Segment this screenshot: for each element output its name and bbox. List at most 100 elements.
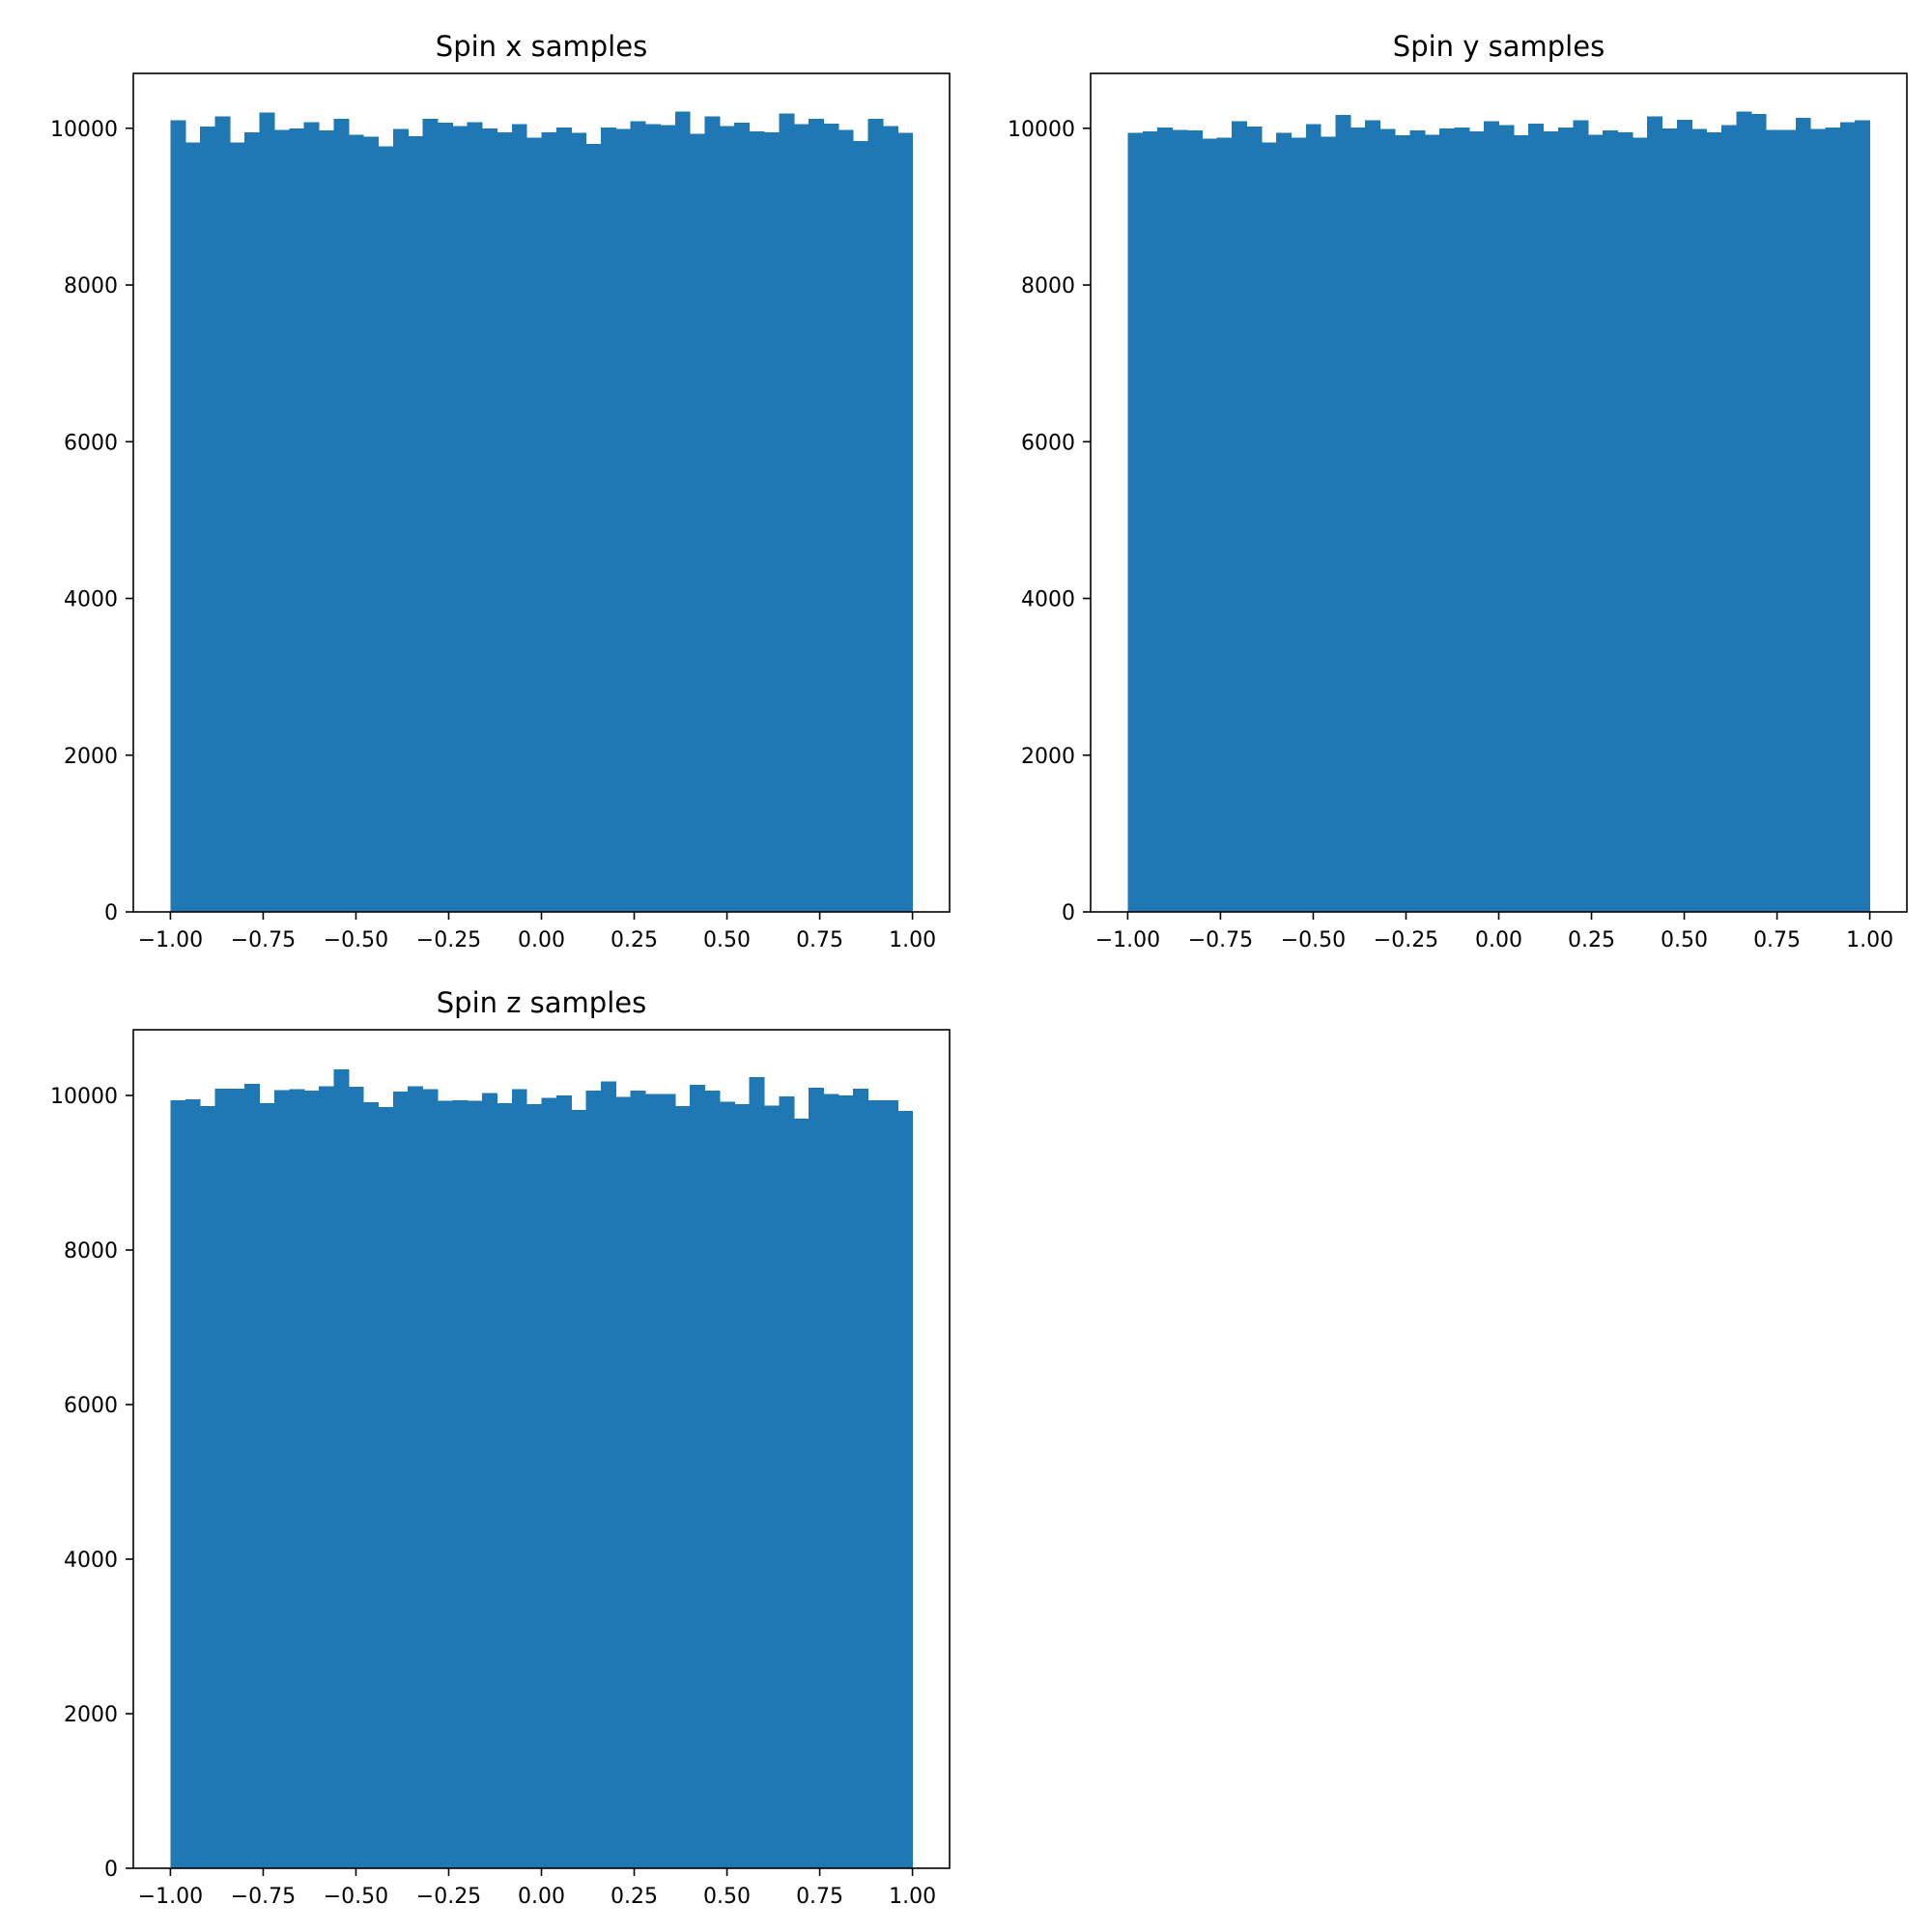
spin-z-bar [273, 1090, 290, 1868]
spin-y-bar [1617, 131, 1634, 912]
spin-x-bar [229, 142, 245, 913]
spin-x-bar [734, 123, 751, 912]
spin-y-bar [1439, 128, 1456, 913]
spin-z-bar [585, 1091, 602, 1868]
spin-y-bar [1394, 135, 1410, 912]
spin-z-bar [838, 1095, 854, 1868]
spin-y-y-tick-label: 8000 [1021, 274, 1075, 298]
spin-z-bar [882, 1099, 898, 1868]
spin-y-histogram: −1.00 −0.75 −0.50 −0.25 0.00 0.25 0.50 0.75 1.00… [1008, 30, 1908, 952]
spin-z-bar [660, 1094, 676, 1868]
spin-z-bar [749, 1076, 765, 1868]
spin-y-bar [1186, 130, 1203, 912]
spin-z-x-tick-label: 1.00 [889, 1885, 936, 1909]
spin-y-bar [1484, 121, 1500, 912]
spin-z-y-tick-label: 8000 [64, 1239, 118, 1264]
spin-z-histogram: −1.00 −0.75 −0.50 −0.25 0.00 0.25 0.50 0.75 1.00… [50, 986, 951, 1909]
spin-x-bar [408, 135, 424, 912]
spin-y-y-tick-label: 0 [1062, 901, 1075, 925]
spin-z-bar [674, 1106, 691, 1868]
spin-z-y-tick-label: 4000 [64, 1548, 118, 1573]
spin-x-bar [244, 131, 261, 912]
spin-z-bar [378, 1107, 394, 1868]
spin-z-bar [704, 1091, 721, 1868]
spin-x-bar [289, 128, 305, 913]
spin-y-bar [1157, 127, 1174, 913]
spin-y-bar [1513, 135, 1529, 912]
spin-y-bar [1172, 129, 1188, 912]
spin-x-bar [555, 127, 572, 913]
spin-z-bar [437, 1100, 453, 1868]
spin-z-x-tick-label: −0.25 [416, 1885, 481, 1909]
spin-y-bar [1855, 120, 1871, 912]
spin-z-bar [615, 1096, 632, 1868]
spin-x-bar [674, 111, 691, 913]
spin-y-bar [1573, 120, 1589, 912]
spin-z-title: Spin z samples [437, 986, 646, 1019]
spin-z-bar [363, 1102, 380, 1868]
spin-z-bar [541, 1097, 557, 1868]
spin-y-bar [1321, 136, 1337, 913]
spin-z-y-tick-label: 0 [104, 1858, 118, 1882]
spin-y-bar [1810, 128, 1827, 913]
spin-x-bar [660, 125, 676, 913]
spin-y-bar [1736, 111, 1752, 913]
spin-x-bar [467, 122, 483, 912]
spin-z-bar [571, 1110, 587, 1868]
spin-x-bar [541, 131, 557, 912]
spin-x-bar [511, 124, 527, 912]
spin-y-bar [1231, 121, 1247, 912]
spin-x-x-tick-label: 0.50 [703, 928, 751, 952]
spin-x-bar [200, 127, 216, 913]
spin-z-bar [467, 1100, 483, 1868]
spin-y-bar [1142, 131, 1158, 912]
spin-x-bar [867, 119, 884, 912]
spin-x-bar [779, 113, 795, 913]
spin-x-bar [392, 128, 409, 913]
spin-y-bar [1261, 142, 1277, 913]
spin-y-bar [1202, 138, 1218, 913]
spin-z-bar [408, 1086, 424, 1868]
spin-y-bar [1750, 114, 1767, 913]
spin-x-bar [571, 132, 587, 912]
spin-y-bar [1662, 128, 1678, 913]
spin-x-bar [214, 116, 231, 912]
spin-z-y-tick-label: 2000 [64, 1703, 118, 1727]
spin-z-bar [259, 1103, 275, 1868]
spin-x-x-tick-label: 1.00 [889, 928, 936, 952]
spin-z-x-tick-label: −0.50 [324, 1885, 388, 1909]
spin-x-y-tick-label: 10000 [50, 118, 118, 142]
spin-z-bar [200, 1106, 216, 1868]
spin-x-bar [363, 136, 380, 913]
spin-y-bar [1350, 127, 1366, 913]
spin-z-bar [482, 1093, 498, 1868]
spin-y-x-tick-label: −0.25 [1374, 928, 1438, 952]
spin-z-bar [823, 1094, 839, 1868]
spin-x-bar [793, 124, 810, 912]
spin-x-y-tick-label: 0 [104, 901, 118, 925]
spin-y-y-tick-label: 6000 [1021, 431, 1075, 455]
spin-z-x-tick-label: −1.00 [138, 1885, 203, 1909]
spin-x-bar [422, 119, 439, 912]
spin-x-x-tick-label: 0.25 [611, 928, 658, 952]
spin-y-bar [1246, 127, 1263, 913]
spin-y-bar [1691, 128, 1708, 913]
spin-y-bar [1276, 132, 1293, 912]
spin-x-bar [585, 144, 602, 912]
spin-x-bar [719, 126, 735, 913]
spin-z-bar [497, 1103, 513, 1868]
spin-z-bar [185, 1099, 201, 1868]
spin-x-bar [303, 122, 320, 912]
spin-y-bar [1825, 127, 1841, 913]
spin-z-y-tick-label: 6000 [64, 1394, 118, 1418]
spin-z-bar [526, 1103, 543, 1868]
spin-z-bar [348, 1087, 364, 1868]
spin-x-x-tick-label: −1.00 [138, 928, 203, 952]
spin-y-x-tick-label: −0.50 [1281, 928, 1346, 952]
spin-x-bar [853, 140, 869, 913]
spin-y-bar [1335, 114, 1351, 913]
spin-y-bar [1291, 137, 1307, 912]
spin-z-bar [303, 1091, 320, 1868]
spin-x-bar [348, 134, 364, 912]
